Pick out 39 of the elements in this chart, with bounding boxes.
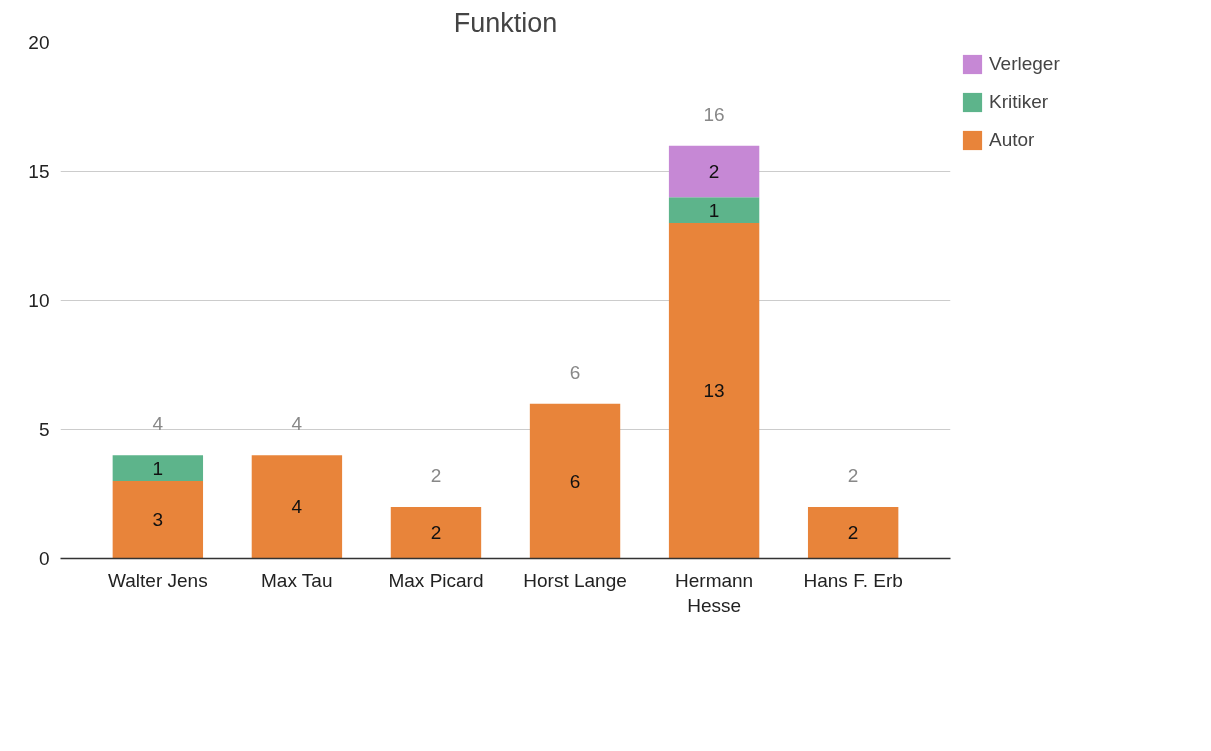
data-label: 2	[708, 161, 720, 182]
x-tick-label: Max Picard	[388, 569, 484, 591]
bar	[529, 403, 621, 559]
total-label: 16	[703, 103, 725, 125]
data-label: 3	[152, 509, 164, 531]
data-label: 2	[847, 522, 859, 544]
total-label: 4	[291, 413, 303, 435]
y-tick-label: 10	[28, 290, 50, 311]
bar	[112, 455, 204, 482]
x-tick-label: Walter Jens	[108, 569, 208, 591]
y-tick-label: 20	[28, 32, 50, 53]
y-tick-label: 15	[28, 161, 50, 182]
data-label: 2	[430, 522, 442, 544]
x-tick-label: Hermann Hesse	[675, 569, 754, 616]
bar	[668, 223, 760, 559]
total-label: 6	[569, 361, 581, 383]
x-tick-label: Hans F. Erb	[803, 569, 903, 591]
x-tick-label: Max Tau	[261, 569, 333, 591]
bar	[668, 197, 760, 224]
bar	[390, 506, 482, 559]
legend-label: Kritiker	[989, 91, 1049, 113]
legend-label: Verleger	[989, 53, 1060, 75]
y-tick-label: 0	[38, 548, 50, 569]
bar	[807, 506, 899, 559]
bar	[668, 145, 760, 198]
total-label: 4	[152, 413, 164, 435]
data-label: 1	[152, 457, 164, 479]
chart-title: Funktion	[453, 7, 558, 38]
total-label: 2	[430, 464, 442, 486]
bar	[251, 455, 343, 559]
bar	[112, 481, 204, 559]
data-label: 1	[708, 199, 720, 221]
data-label: 13	[703, 380, 725, 402]
y-tick-label: 5	[38, 419, 50, 440]
total-label: 2	[847, 464, 859, 486]
data-label: 4	[291, 496, 303, 518]
legend-label: Autor	[989, 129, 1035, 151]
x-tick-label: Horst Lange	[523, 569, 627, 591]
data-label: 6	[569, 470, 581, 492]
